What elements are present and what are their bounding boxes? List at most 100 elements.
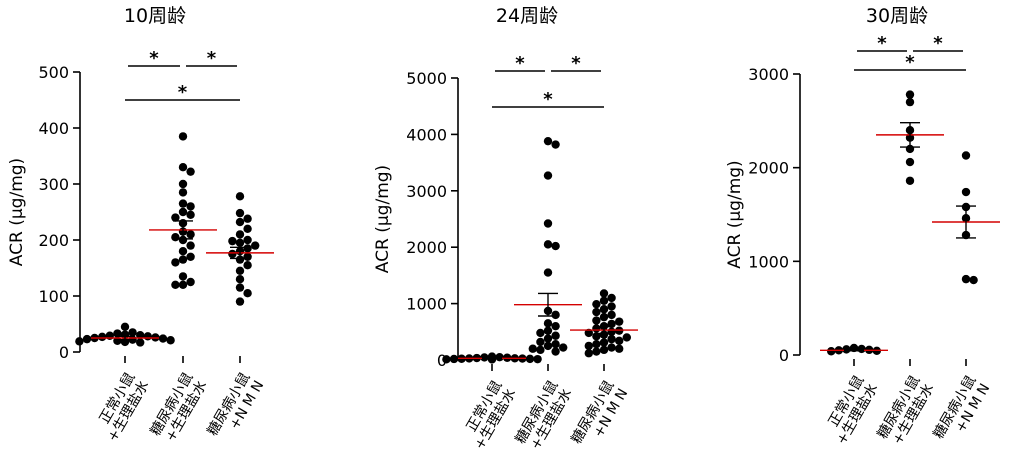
data-point [599,330,609,339]
data-point [98,332,107,342]
data-point [961,151,971,160]
data-point [235,275,245,284]
chart-title: 24周龄 [496,5,558,27]
data-point [243,235,252,245]
data-point [536,328,545,338]
data-point [243,224,252,233]
data-point [235,192,245,201]
data-point [607,327,616,336]
data-point [615,336,624,346]
data-point [178,179,188,189]
x-category-label: 正常小鼠+生理盐水 [820,373,882,448]
y-axis-label: ACR (μg/mg) [373,165,393,273]
chart-panel-1: 10周龄 0 100 200 300 400 500 ACR (μg/mg) 正常小鼠+生理盐水… [7,5,274,447]
chart-title: 10周龄 [124,5,186,27]
data-point [584,328,593,338]
data-point [178,199,188,208]
data-point [969,275,978,285]
y-tick-label: 400 [38,119,69,138]
x-category-label: 糖尿病小鼠+N M N [205,370,268,447]
data-point [178,163,188,172]
y-tick-label: 2000 [748,159,789,178]
y-tick-label: 3000 [406,182,447,201]
data-point [551,331,560,340]
data-point [442,355,451,364]
significance-star: * [905,52,915,73]
y-tick-label: 1000 [406,295,447,314]
data-point [543,341,553,351]
significance-star: * [877,33,887,54]
data-point [525,354,535,364]
data-point [559,343,568,352]
significance-star: * [178,82,188,103]
y-tick-label: 2000 [406,238,447,257]
data-point [543,268,553,277]
data-point [551,321,560,331]
data-point [113,329,122,338]
data-point [599,305,609,314]
y-tick-label: 200 [38,231,69,250]
data-point [607,319,616,329]
x-category-label: 糖尿病小鼠+生理盐水 [875,373,938,450]
y-tick-label: 500 [38,63,69,82]
data-point [551,340,560,349]
data-point [228,249,237,259]
data-point [905,176,915,185]
chart-panel-2: 24周龄 0 1000 2000 3000 4000 5000 ACR (μg/mg) 正常小鼠… [373,5,638,455]
data-point [235,217,245,227]
significance-star: * [933,33,943,54]
data-point [186,167,195,176]
data-point [171,258,180,267]
data-point [551,347,560,356]
data-point [143,332,152,341]
data-point [186,252,195,261]
data-point [592,299,601,309]
data-point [607,310,616,320]
data-point [136,338,145,347]
data-point [622,333,631,342]
data-point [178,132,188,141]
data-point [615,344,624,353]
data-point [592,316,601,325]
data-point [584,341,593,351]
x-category-label: 糖尿病小鼠+N M N [569,378,632,455]
data-point [905,97,915,107]
significance-star: * [207,48,217,69]
y-axis-label: ACR (μg/mg) [7,158,27,266]
x-category-label: 糖尿病小鼠+生理盐水 [148,370,211,447]
data-point [171,280,180,289]
data-point [543,136,553,146]
data-point [551,140,560,149]
data-point [178,235,188,245]
y-tick-label: 300 [38,175,69,194]
data-point [235,208,245,218]
data-point [607,302,616,311]
significance-star: * [571,53,581,74]
data-point [599,296,609,305]
data-point [607,293,616,303]
data-point [551,241,560,251]
data-point [592,332,601,341]
data-point [178,247,188,256]
data-point [536,345,545,355]
data-point [543,171,553,180]
chart-panel-3: 30周龄 0 1000 2000 3000 ACR (μg/mg) 正常小鼠+生理盐水糖尿病… [725,5,1000,450]
data-point [235,238,245,247]
data-point [543,326,553,335]
data-point [528,344,537,353]
data-point [235,297,245,306]
data-point [243,289,252,298]
data-point [543,334,553,343]
x-category-label: 正常小鼠+生理盐水 [91,370,153,445]
data-point [178,207,188,217]
data-point [186,202,195,211]
data-point [186,277,195,287]
data-point [607,343,616,352]
data-point [243,244,252,253]
data-point [592,307,601,317]
data-point [178,188,188,197]
data-point [615,317,624,326]
data-point [171,213,180,222]
data-point [82,334,92,344]
data-point [128,328,137,337]
